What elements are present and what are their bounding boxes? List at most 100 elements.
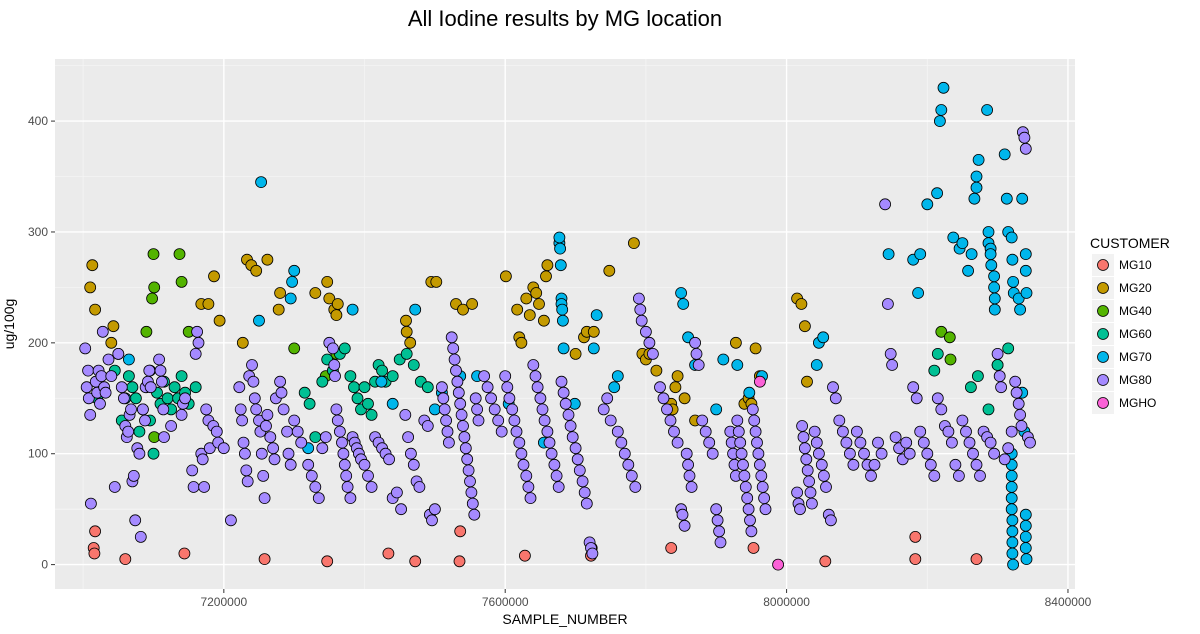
data-point <box>1005 469 1018 482</box>
data-point <box>799 320 811 333</box>
data-point <box>168 381 181 394</box>
data-point <box>133 447 146 460</box>
data-point <box>1024 436 1036 449</box>
data-point <box>158 431 170 444</box>
legend-swatch <box>1097 374 1109 386</box>
data-point <box>82 364 94 377</box>
data-point <box>541 425 554 438</box>
data-point <box>580 497 593 510</box>
data-point <box>148 281 161 294</box>
data-point <box>540 270 552 283</box>
data-point <box>611 370 624 383</box>
data-point <box>438 403 451 416</box>
data-point <box>882 298 894 310</box>
data-point <box>587 325 600 338</box>
data-point <box>96 325 109 338</box>
x-tick-label: 8400000 <box>1045 595 1092 609</box>
data-point <box>754 375 766 388</box>
data-point <box>1019 264 1032 277</box>
data-point <box>447 342 460 355</box>
data-point <box>175 408 188 421</box>
data-point <box>338 458 351 471</box>
data-point <box>122 425 135 438</box>
data-point <box>351 392 364 405</box>
data-point <box>503 392 516 405</box>
data-point <box>1005 481 1018 493</box>
data-point <box>730 336 742 349</box>
data-point <box>312 492 325 505</box>
data-point <box>759 503 772 516</box>
data-point <box>562 408 575 421</box>
data-point <box>1002 342 1015 355</box>
data-point <box>545 447 558 460</box>
data-point <box>127 469 140 482</box>
data-point <box>970 458 983 471</box>
data-point <box>284 292 297 305</box>
data-point <box>365 481 378 493</box>
data-point <box>628 237 640 250</box>
data-point <box>804 486 817 499</box>
data-point <box>1019 248 1032 261</box>
data-point <box>747 542 760 554</box>
data-point <box>309 431 322 444</box>
y-tick-label: 100 <box>28 447 48 461</box>
data-point <box>559 397 572 410</box>
data-point <box>650 364 663 377</box>
data-point <box>237 436 250 449</box>
data-point <box>1019 142 1032 155</box>
data-point <box>676 508 689 521</box>
data-point <box>466 497 479 510</box>
data-point <box>191 325 204 338</box>
data-point <box>139 414 151 427</box>
data-point <box>288 414 301 427</box>
data-point <box>147 248 160 261</box>
data-point <box>550 469 563 482</box>
data-point <box>907 381 920 394</box>
data-point <box>597 403 610 416</box>
data-point <box>791 486 803 499</box>
data-point <box>333 425 346 438</box>
data-point <box>879 198 891 211</box>
data-point <box>1006 547 1019 560</box>
data-point <box>696 414 709 427</box>
data-point <box>455 408 468 421</box>
data-point <box>409 555 422 568</box>
data-point <box>538 414 551 427</box>
series-mg20 <box>84 237 813 427</box>
data-point <box>931 347 944 360</box>
data-point <box>102 353 115 366</box>
data-point <box>825 514 837 527</box>
data-point <box>921 198 934 211</box>
data-point <box>795 298 808 310</box>
data-point <box>448 353 461 366</box>
data-point <box>213 314 226 327</box>
data-point <box>511 303 524 316</box>
data-point <box>478 370 491 383</box>
data-point <box>742 503 755 516</box>
chart-title: All Iodine results by MG location <box>408 6 722 31</box>
data-point <box>461 453 474 466</box>
data-point <box>208 270 220 283</box>
data-point <box>146 292 159 305</box>
x-tick-label: 7600000 <box>482 595 529 609</box>
data-point <box>224 514 237 527</box>
data-point <box>827 381 839 394</box>
data-point <box>316 442 329 455</box>
data-point <box>604 414 617 427</box>
data-point <box>508 414 521 427</box>
data-point <box>407 458 420 471</box>
data-point <box>105 336 118 349</box>
data-point <box>801 464 814 477</box>
data-point <box>295 436 308 449</box>
data-point <box>129 514 142 527</box>
legend-swatch <box>1097 328 1109 340</box>
data-point <box>569 347 582 360</box>
data-point <box>402 431 415 444</box>
data-point <box>946 436 958 449</box>
data-point <box>143 364 156 377</box>
data-point <box>988 303 1001 316</box>
data-point <box>998 453 1011 466</box>
data-point <box>291 425 304 438</box>
data-point <box>949 458 962 471</box>
